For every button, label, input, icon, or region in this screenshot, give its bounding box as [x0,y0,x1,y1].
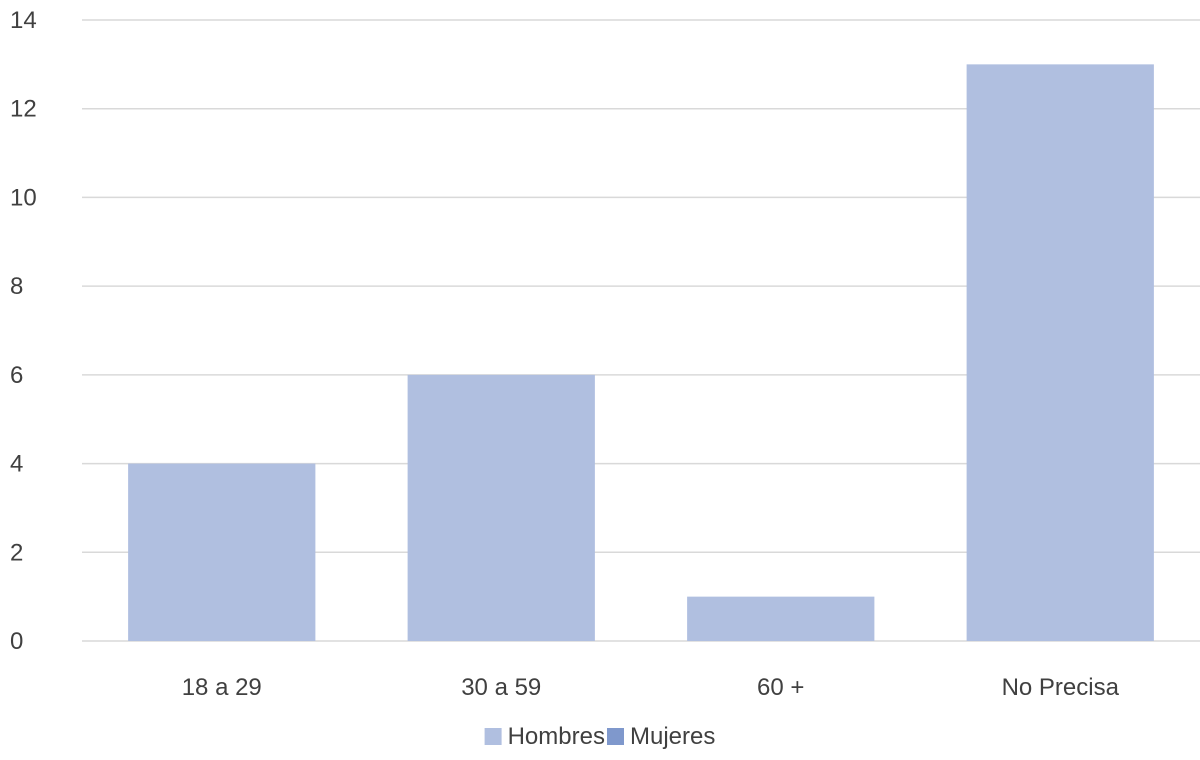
y-tick-label: 12 [10,96,37,123]
legend-label: Mujeres [630,723,715,750]
y-tick-label: 14 [10,7,37,34]
bar-hombres-4 [966,64,1154,642]
legend-swatch [484,728,502,745]
y-tick-label: 10 [10,184,37,211]
bar-hombres-1 [128,463,316,641]
legend-label: Hombres [508,723,605,750]
bars [128,64,1154,642]
y-tick-label: 8 [10,273,23,300]
x-tick-label: 60 + [757,674,804,701]
bar-hombres-2 [407,374,595,641]
y-axis-ticks: 0 2 4 6 8 10 12 14 [10,7,37,655]
bar-hombres-3 [687,596,875,641]
legend-swatch [607,728,624,745]
x-tick-label: 18 a 29 [182,674,262,701]
x-tick-label: 30 a 59 [461,674,541,701]
y-tick-label: 0 [10,628,23,655]
y-tick-label: 4 [10,451,23,478]
y-tick-label: 2 [10,539,23,566]
legend-item-mujeres: Mujeres [607,723,715,750]
legend: Hombres Mujeres [484,723,715,750]
legend-item-hombres: Hombres [484,723,605,750]
x-tick-label: No Precisa [1002,674,1120,701]
x-axis-ticks: 18 a 29 30 a 59 60 + No Precisa [182,674,1120,701]
y-tick-label: 6 [10,362,23,389]
